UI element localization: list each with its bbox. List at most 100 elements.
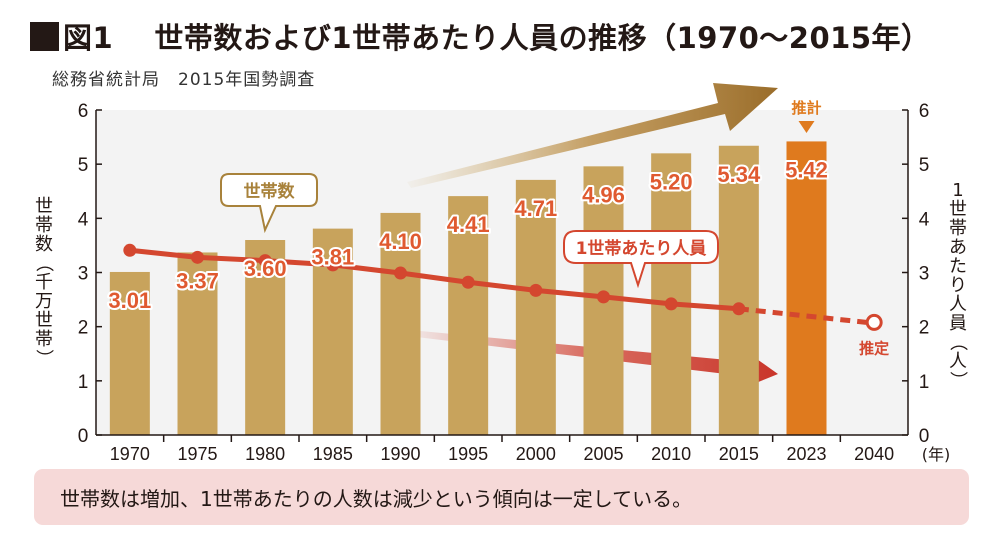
axis-title-char: 人: [949, 351, 967, 372]
axis-title-char: た: [949, 256, 967, 277]
title-block: 図1 世帯数および1世帯あたり人員の推移（1970〜2015年）: [30, 14, 931, 58]
axis-title-char: ）: [33, 349, 54, 367]
household-size-point-1980: [258, 254, 272, 268]
axis-title-char: ）: [947, 371, 968, 389]
axis-title-char: （: [33, 254, 54, 272]
axis-title-char: 人: [949, 294, 967, 315]
bar-2000: [515, 179, 556, 435]
title-main: 世帯数および1世帯あたり人員の推移（1970〜2015年）: [154, 21, 931, 55]
household-size-point-2015: [732, 302, 746, 316]
x-tick-label: 1990: [380, 444, 420, 464]
trend-up-arrow-icon: [407, 83, 778, 188]
bar-value-label: 4.96: [582, 182, 625, 207]
axis-title-char: あ: [949, 237, 967, 258]
household-size-point-2040: [865, 313, 883, 331]
left-tick-label: 5: [78, 155, 89, 176]
trend-down-arrow-icon: [408, 330, 778, 396]
bar-value-label: 4.71: [514, 196, 557, 221]
right-tick-label: 6: [919, 101, 930, 122]
axis-title-char: り: [949, 275, 967, 296]
note-text: 世帯数は増加、1世帯あたりの人数は減少という傾向は一定している。: [60, 486, 693, 511]
bar-2015: [718, 145, 759, 435]
left-tick-label: 4: [78, 209, 89, 230]
title-square-icon: [30, 21, 59, 51]
right-tick-label: 4: [919, 209, 930, 230]
left-tick-label: 6: [78, 101, 89, 122]
bar-value-label: 3.01: [108, 288, 151, 313]
left-tick-label: 2: [78, 318, 89, 339]
x-tick-label: 1985: [313, 444, 353, 464]
household-size-point-2005: [597, 290, 610, 304]
note-box: 世帯数は増加、1世帯あたりの人数は減少という傾向は一定している。: [34, 469, 969, 525]
right-axis-title: 1世帯あたり人員（人）: [947, 180, 968, 389]
bar-value-label: 5.20: [650, 169, 693, 194]
bar-1995: [448, 196, 489, 435]
right-tick-label: 1: [919, 372, 930, 393]
x-tick-label: 1970: [110, 444, 150, 464]
axis-title-char: 世: [35, 196, 53, 217]
household-size-point-2010: [664, 297, 678, 311]
bar-2010: [651, 153, 692, 436]
bar-1975: [177, 252, 218, 435]
bar-value-label: 3.60: [244, 256, 287, 281]
x-unit-label: (年): [922, 445, 951, 464]
household-size-point-1975: [191, 250, 204, 264]
axis-title-char: 千: [35, 272, 53, 293]
chart-title: 図1 世帯数および1世帯あたり人員の推移（1970〜2015年）: [63, 15, 931, 57]
projection-label: 推定: [859, 339, 889, 357]
x-tick-label: 2010: [651, 444, 691, 464]
axis-title-char: 世: [35, 310, 53, 331]
axis-title-char: 帯: [35, 215, 53, 236]
bar-callout-bubble: [220, 173, 318, 234]
axis-title-char: 万: [35, 291, 53, 312]
household-size-point-1990: [394, 266, 407, 280]
x-tick-label: 2005: [583, 444, 623, 464]
household-size-line: [129, 247, 740, 312]
axis-title-char: 員: [949, 313, 967, 334]
household-size-point-2000: [529, 283, 543, 297]
household-size-projection-line: [738, 306, 867, 325]
household-size-point-1985: [326, 258, 340, 272]
bar-value-label: 3.81: [311, 245, 354, 270]
bar-value-label: 4.10: [379, 229, 422, 254]
bar-1970: [109, 271, 150, 435]
left-tick-label: 1: [78, 372, 89, 393]
axis-title-char: （: [947, 333, 968, 351]
title-prefix: 図1: [63, 21, 114, 55]
x-tick-label: 1995: [448, 444, 488, 464]
right-tick-label: 3: [919, 264, 930, 285]
left-tick-label: 3: [78, 264, 89, 285]
source-text: 総務省統計局 2015年国勢調査: [52, 70, 316, 90]
axis-title-char: 世: [949, 199, 967, 220]
bar-value-label: 5.34: [717, 162, 761, 187]
bar-value-label: 4.41: [447, 212, 490, 237]
axis-title-char: 帯: [35, 329, 53, 350]
bar-value-label: 5.42: [785, 157, 828, 182]
x-tick-label: 2023: [786, 444, 826, 464]
axis-title-char: 数: [35, 234, 53, 255]
household-size-point-1970: [123, 243, 137, 257]
axis-title-char: 1: [952, 180, 963, 201]
axis-title-char: 帯: [949, 218, 967, 239]
right-tick-label: 5: [919, 155, 930, 176]
x-tick-label: 2000: [516, 444, 556, 464]
estimate-marker-icon: [798, 121, 815, 133]
left-tick-label: 0: [78, 426, 89, 447]
line-callout-bubble: [563, 230, 719, 289]
right-tick-label: 0: [919, 426, 930, 447]
bar-value-label: 3.37: [176, 268, 219, 293]
estimate-label: 推計: [791, 99, 821, 117]
right-tick-label: 2: [919, 318, 930, 339]
household-size-point-1995: [461, 275, 475, 289]
line-callout-label: 1世帯あたり人員: [576, 238, 707, 259]
bar-1980: [245, 240, 286, 435]
x-tick-label: 2015: [719, 444, 759, 464]
bar-callout-label: 世帯数: [244, 181, 296, 202]
x-tick-label: 1980: [245, 444, 285, 464]
x-tick-label: 2040: [854, 444, 894, 464]
bar-2023: [786, 141, 827, 435]
bar-1990: [380, 212, 421, 435]
x-tick-label: 1975: [177, 444, 217, 464]
